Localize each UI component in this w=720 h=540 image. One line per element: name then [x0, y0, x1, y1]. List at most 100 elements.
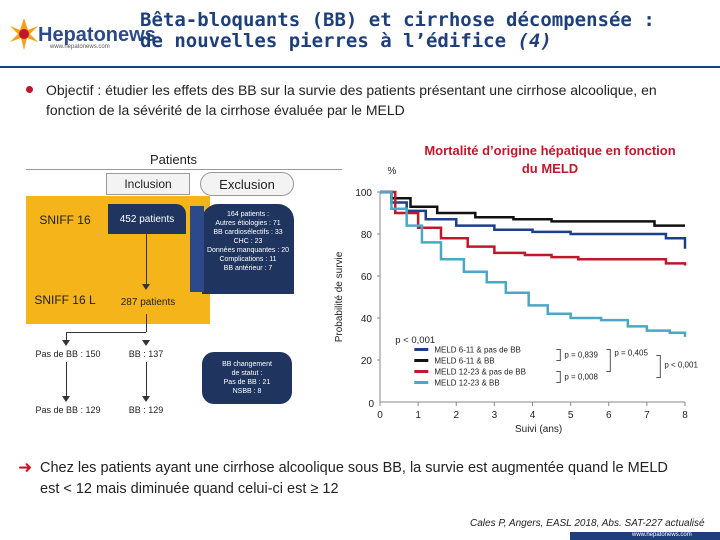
- x-tick-label: 4: [530, 410, 536, 421]
- arrow-head-icon: [142, 396, 150, 402]
- legend-label-1: MELD 6-11 & BB: [434, 357, 494, 366]
- pasbb129-label: Pas de BB : 129: [28, 402, 108, 418]
- sniff16L-text: SNIFF 16 L: [34, 293, 96, 307]
- logo: [8, 16, 40, 52]
- title-line-2-text: de nouvelles pierres à l’édifice: [140, 30, 518, 52]
- bb129-label: BB : 129: [110, 402, 182, 418]
- bb137-text: BB : 137: [128, 349, 164, 359]
- y-tick-label: 0: [368, 399, 374, 410]
- excl-line-3: CHC : 23: [233, 238, 263, 245]
- conclusion-text: Chez les patients ayant une cirrhose alc…: [40, 460, 668, 497]
- x-tick-label: 5: [568, 410, 574, 421]
- logo-text: Hepatonews: [38, 24, 156, 46]
- p-value-main: p < 0,001: [395, 335, 435, 346]
- logo-url: www.hepatonews.com: [50, 44, 110, 50]
- split-line-vertical: [146, 314, 147, 332]
- p-value-3: p = 0,405: [614, 349, 648, 358]
- excl-line-4: Données manquantes : 20: [206, 247, 290, 254]
- y-unit-label: %: [388, 166, 397, 177]
- n452-text: 452 patients: [119, 213, 175, 225]
- excl-line-0: 164 patients :: [226, 211, 270, 218]
- n287-box: 287 patients: [108, 290, 188, 314]
- arrow-head-icon: [62, 396, 70, 402]
- page-title: Bêta-bloquants (BB) et cirrhose décompen…: [140, 10, 655, 52]
- excl-line-1: Autres étiologies : 71: [215, 220, 281, 227]
- arrow-150-129: [66, 362, 67, 398]
- bracket-4: [656, 355, 661, 378]
- x-tick-label: 2: [453, 410, 459, 421]
- survival-chart: 20 40 60 80 100 00 1 2 3 4 5 6 7 8 Probabilité de surv…: [334, 166, 698, 435]
- p-value-1: p = 0,839: [564, 351, 598, 360]
- exclusion-box: Exclusion: [200, 172, 294, 196]
- status-change-box: BB changement de statut : Pas de BB : 21…: [202, 352, 292, 404]
- arrow-right-icon: ➜: [18, 458, 33, 478]
- title-ref: (4): [517, 30, 552, 52]
- exclusion-detail-box: 164 patients : Autres étiologies : 71 BB…: [202, 204, 294, 294]
- x-tick-label: 7: [644, 410, 650, 421]
- y-tick-label: 20: [361, 356, 373, 367]
- n452-box: 452 patients: [108, 204, 186, 234]
- arrow-head-icon: [142, 340, 150, 346]
- y-tick-label: 80: [361, 230, 373, 241]
- p-value-2: p = 0,008: [564, 373, 598, 382]
- y-tick-label: 40: [361, 314, 373, 325]
- objective-text: Objectif : étudier les effets des BB sur…: [46, 82, 657, 118]
- change-line-2: Pas de BB : 21: [223, 379, 271, 386]
- inclusion-box: Inclusion: [106, 173, 190, 195]
- x-axis-label: Suivi (ans): [515, 424, 562, 435]
- excl-line-5: Complications : 11: [219, 256, 277, 263]
- n287-text: 287 patients: [120, 296, 176, 308]
- series-line-2: [380, 190, 687, 266]
- footer-bar: [570, 532, 720, 540]
- pasbb150-label: Pas de BB : 150: [28, 346, 108, 362]
- title-line-2: de nouvelles pierres à l’édifice (4): [140, 31, 655, 52]
- exclusion-label: Exclusion: [219, 176, 275, 192]
- change-line-1: de statut :: [231, 370, 263, 377]
- series-line-0: [380, 190, 687, 249]
- x-tick-label: 6: [606, 410, 612, 421]
- legend-label-3: MELD 12-23 & BB: [434, 379, 499, 388]
- patients-label: Patients: [150, 152, 197, 167]
- sniff16-text: SNIFF 16: [39, 213, 91, 227]
- bullet-icon: [26, 86, 33, 93]
- bb129-text: BB : 129: [128, 405, 164, 415]
- x-tick-label: 0: [377, 410, 383, 421]
- arrow-452-287: [146, 234, 147, 286]
- header-divider: [0, 66, 720, 68]
- bracket-1: [556, 349, 561, 361]
- change-line-0: BB changement: [222, 361, 272, 368]
- split-line-horizontal: [66, 332, 146, 333]
- x-tick-label: 3: [492, 410, 498, 421]
- sniff16L-label: SNIFF 16 L: [30, 290, 100, 310]
- sniff16-label: SNIFF 16: [30, 210, 100, 230]
- pasbb150-text: Pas de BB : 150: [35, 349, 101, 359]
- footer-url: www.hepatonews.com: [632, 532, 692, 538]
- excl-line-6: BB antérieur : 7: [223, 265, 273, 272]
- blue-connector: [190, 206, 204, 292]
- bb137-label: BB : 137: [110, 346, 182, 362]
- citation: Cales P, Angers, EASL 2018, Abs. SAT-227…: [470, 518, 705, 529]
- bracket-3: [606, 349, 611, 372]
- bracket-2: [556, 371, 561, 383]
- logo-icon: [10, 18, 38, 50]
- series-line-3: [380, 190, 687, 337]
- y-tick-label: 60: [361, 272, 373, 283]
- arrow-head-icon: [142, 284, 150, 290]
- excl-line-2: BB cardiosélectifs : 33: [213, 229, 283, 236]
- patients-underline: [26, 169, 342, 170]
- p-value-4: p < 0,001: [664, 361, 698, 370]
- legend-label-2: MELD 12-23 & pas de BB: [434, 368, 526, 377]
- pasbb129-text: Pas de BB : 129: [35, 405, 101, 415]
- series-line-1: [380, 190, 685, 227]
- y-axis-label: Probabilité de survie: [334, 251, 345, 342]
- x-tick-label: 1: [415, 410, 421, 421]
- arrow-head-icon: [62, 340, 70, 346]
- split-line-left: [66, 332, 67, 342]
- chart-title: Mortalité d’origine hépatique en fonctio…: [424, 143, 676, 176]
- change-line-3: NSBB : 8: [232, 388, 262, 395]
- arrow-137-129: [146, 362, 147, 398]
- y-tick-label: 100: [355, 188, 372, 199]
- x-tick-label: 8: [682, 410, 688, 421]
- title-line-1: Bêta-bloquants (BB) et cirrhose décompen…: [140, 9, 655, 31]
- inclusion-label: Inclusion: [124, 177, 172, 191]
